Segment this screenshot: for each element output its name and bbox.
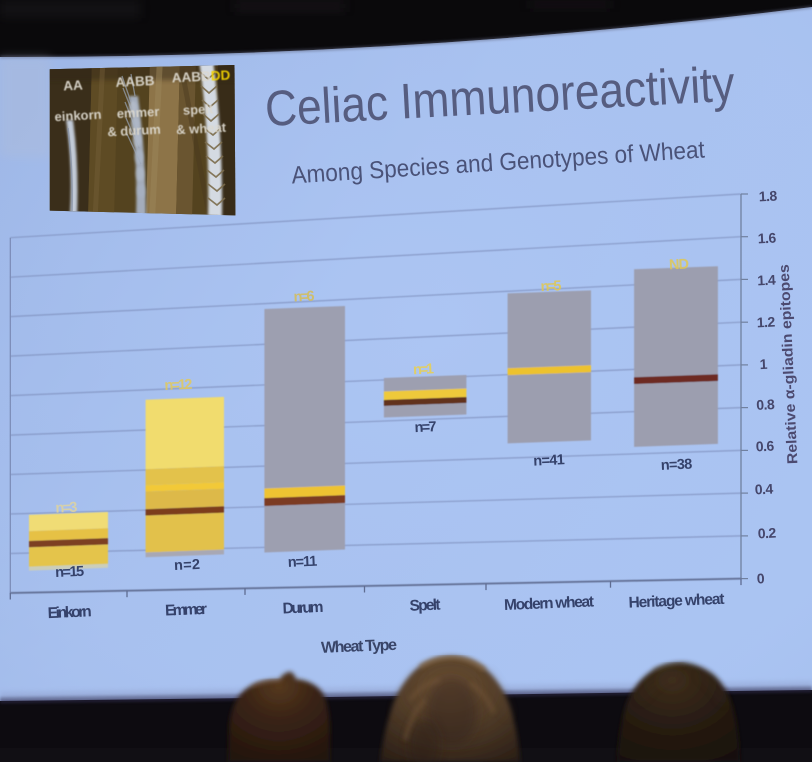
- svg-text:0.2: 0.2: [757, 525, 776, 542]
- svg-text:1.4: 1.4: [757, 272, 776, 289]
- svg-text:AA: AA: [63, 77, 84, 93]
- svg-text:n=2: n=2: [174, 557, 201, 574]
- svg-text:1.8: 1.8: [758, 188, 777, 205]
- svg-text:Wheat Type: Wheat Type: [321, 637, 398, 657]
- svg-text:emmer: emmer: [116, 104, 159, 121]
- svg-text:spelt: spelt: [182, 101, 214, 118]
- svg-text:1: 1: [759, 356, 768, 372]
- svg-text:0.6: 0.6: [755, 438, 774, 455]
- svg-text:n=5: n=5: [540, 278, 562, 295]
- svg-text:Durum: Durum: [282, 599, 324, 618]
- svg-text:0.4: 0.4: [754, 481, 773, 498]
- svg-text:n=38: n=38: [660, 457, 692, 474]
- svg-text:Spelt: Spelt: [409, 597, 441, 615]
- svg-text:n=7: n=7: [414, 419, 437, 436]
- svg-text:Einkorn: Einkorn: [47, 603, 92, 622]
- svg-text:Modern wheat: Modern wheat: [504, 593, 595, 614]
- svg-text:1.2: 1.2: [756, 314, 775, 331]
- svg-text:einkorn: einkorn: [54, 107, 102, 124]
- svg-text:n=41: n=41: [533, 452, 565, 469]
- svg-text:AABBDD: AABBDD: [171, 67, 230, 85]
- svg-text:0.8: 0.8: [756, 396, 775, 413]
- svg-text:Emmer: Emmer: [165, 601, 208, 620]
- svg-text:AABB: AABB: [115, 73, 155, 90]
- svg-text:n=6: n=6: [293, 289, 315, 306]
- svg-text:n=12: n=12: [164, 377, 193, 394]
- svg-text:Heritage wheat: Heritage wheat: [628, 591, 725, 612]
- svg-text:ND: ND: [669, 257, 690, 274]
- svg-text:n=1: n=1: [413, 361, 435, 378]
- svg-text:& wheat: & wheat: [176, 120, 227, 138]
- svg-text:n=3: n=3: [55, 500, 78, 517]
- svg-text:& durum: & durum: [107, 122, 161, 140]
- svg-text:n=15: n=15: [55, 564, 85, 581]
- svg-text:n=11: n=11: [287, 554, 317, 571]
- svg-text:0: 0: [756, 570, 765, 586]
- svg-text:1.6: 1.6: [757, 230, 776, 247]
